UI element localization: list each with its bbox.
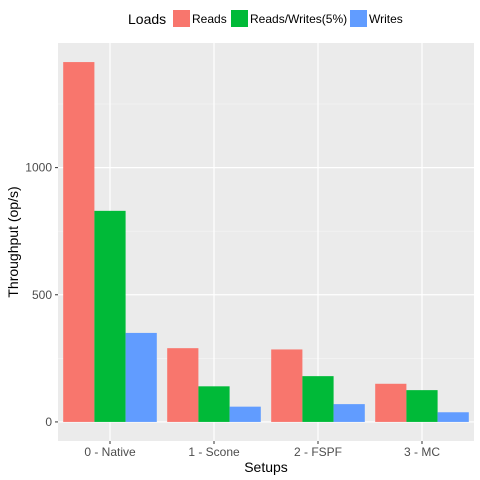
x-axis-title: Setups bbox=[244, 459, 288, 475]
bar bbox=[375, 383, 407, 422]
legend-label: Reads/Writes(5%) bbox=[250, 12, 347, 26]
bar bbox=[406, 390, 438, 422]
x-tick-label: 1 - Scone bbox=[188, 445, 240, 459]
bar bbox=[94, 210, 126, 422]
legend-key bbox=[173, 10, 190, 27]
y-tick-label: 0 bbox=[45, 415, 52, 429]
bar bbox=[302, 376, 334, 422]
x-tick-label: 0 - Native bbox=[84, 445, 136, 459]
y-axis-title: Throughput (op/s) bbox=[5, 186, 21, 297]
bar bbox=[63, 62, 95, 422]
bar bbox=[271, 349, 303, 422]
bar bbox=[198, 386, 230, 422]
x-axis: 0 - Native 1 - Scone 2 - FSPF 3 - MC bbox=[84, 441, 440, 459]
y-tick-label: 500 bbox=[32, 288, 52, 302]
y-tick-label: 1000 bbox=[25, 161, 52, 175]
legend: Loads Reads Reads/Writes(5%) Writes bbox=[128, 10, 403, 27]
legend-label: Reads bbox=[192, 12, 227, 26]
x-tick-label: 2 - FSPF bbox=[294, 445, 342, 459]
bar bbox=[125, 332, 157, 422]
bar bbox=[333, 404, 365, 422]
legend-key bbox=[350, 10, 367, 27]
legend-label: Writes bbox=[369, 12, 403, 26]
bar bbox=[167, 348, 199, 422]
legend-key bbox=[231, 10, 248, 27]
x-tick-label: 3 - MC bbox=[404, 445, 440, 459]
y-axis: 0 500 1000 bbox=[25, 161, 58, 429]
bar bbox=[437, 412, 469, 422]
legend-title: Loads bbox=[128, 11, 166, 27]
bars bbox=[63, 62, 469, 422]
bar bbox=[229, 406, 261, 422]
